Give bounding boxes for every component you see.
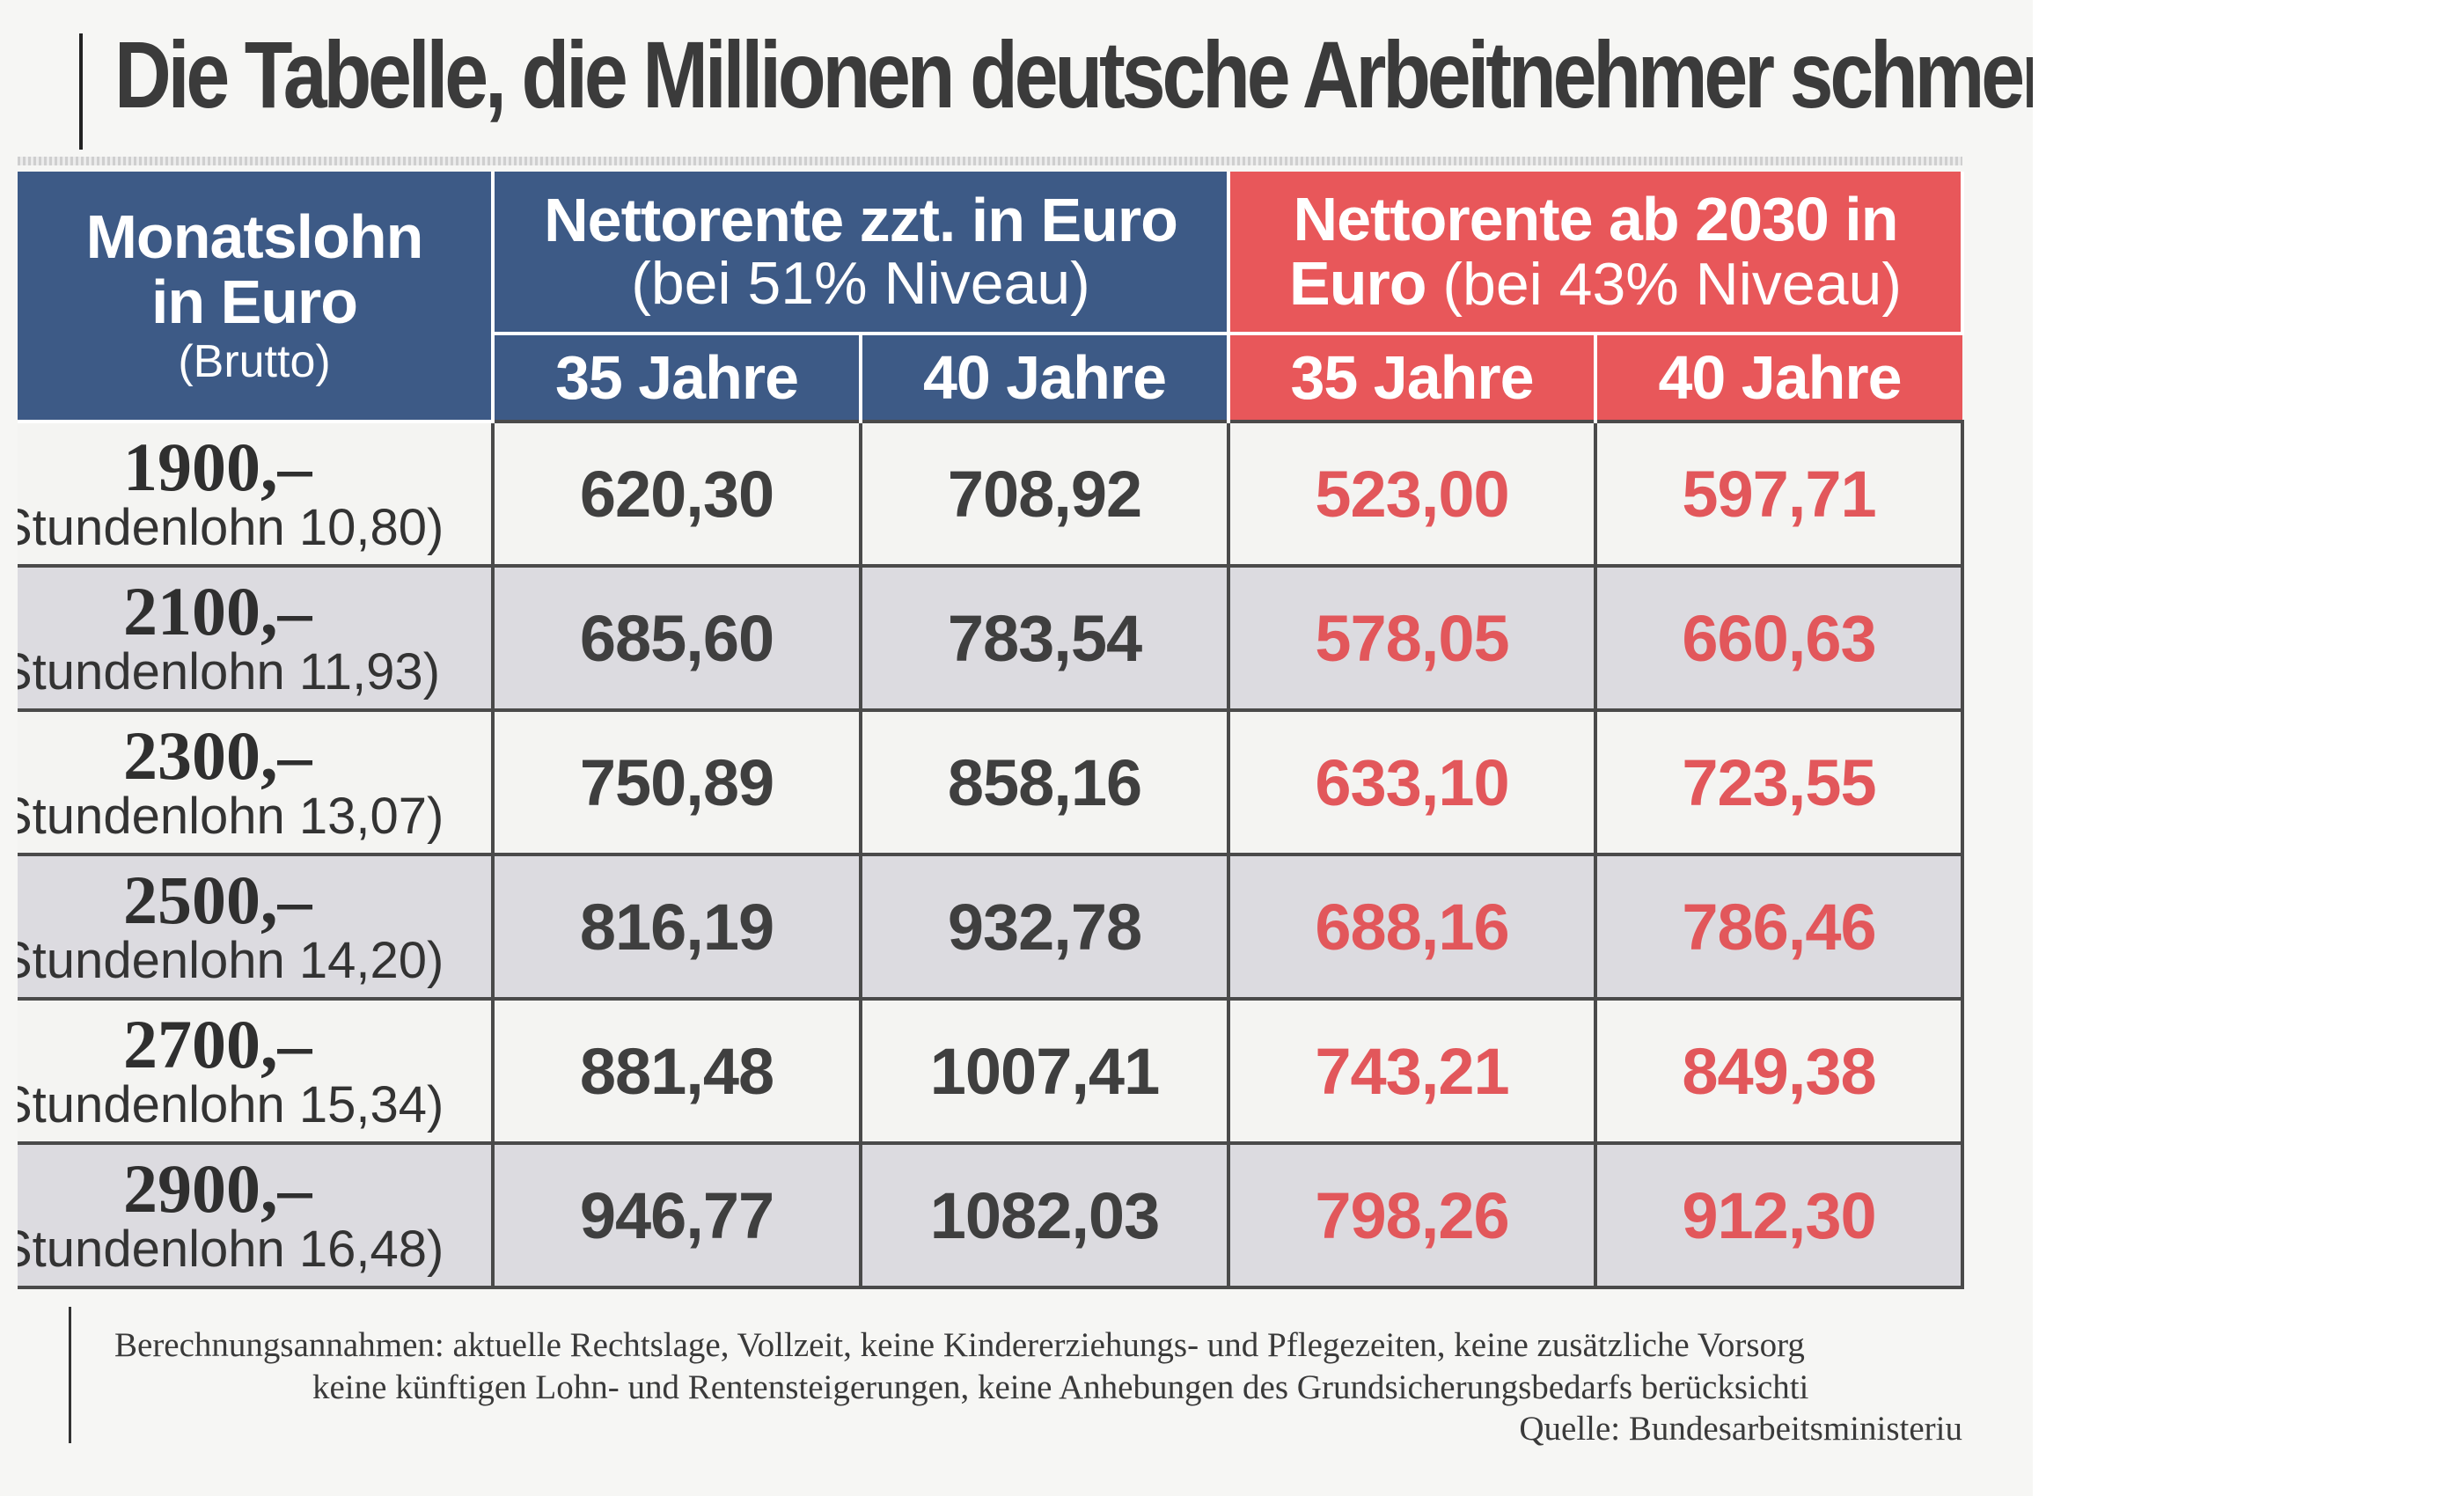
- subheader-future-40: 40 Jahre: [1595, 334, 1963, 422]
- stundenlohn-value: Stundenlohn 10,80): [18, 498, 444, 556]
- table-row: 2700,– Stundenlohn 15,34) 881,48 1007,41…: [18, 997, 1965, 1145]
- pension-table: Monatslohn in Euro (Brutto) Nettorente z…: [18, 172, 1965, 1289]
- current-40-value: 783,54: [858, 564, 1231, 712]
- future-40-value: 660,63: [1594, 564, 1965, 712]
- article-title: Die Tabelle, die Millionen deutsche Arbe…: [114, 21, 2033, 128]
- header-monatslohn-line2: in Euro: [150, 267, 358, 336]
- header-future-line2-bold: Euro: [1289, 249, 1426, 318]
- newspaper-clipping: Die Tabelle, die Millionen deutsche Arbe…: [0, 0, 2033, 1496]
- monatslohn-value: 2300,–: [123, 716, 312, 794]
- future-40-value: 912,30: [1594, 1141, 1965, 1289]
- header-current-line1: Nettorente zzt. in Euro: [544, 185, 1178, 254]
- future-35-value: 688,16: [1227, 853, 1598, 1001]
- subheader-current-35: 35 Jahre: [493, 334, 862, 422]
- table-row: 1900,– Stundenlohn 10,80) 620,30 708,92 …: [18, 420, 1965, 568]
- future-35-value: 743,21: [1227, 997, 1598, 1145]
- title-underline: [18, 157, 1962, 165]
- subheader-current-40: 40 Jahre: [861, 334, 1231, 422]
- lohn-cell: 2300,– Stundenlohn 13,07): [18, 708, 495, 856]
- title-rule: [79, 33, 83, 150]
- current-35-value: 685,60: [491, 564, 862, 712]
- current-35-value: 881,48: [491, 997, 862, 1145]
- future-35-value: 798,26: [1227, 1141, 1598, 1289]
- lohn-cell: 1900,– Stundenlohn 10,80): [18, 420, 495, 568]
- header-future-line2-rest: (bei 43% Niveau): [1426, 251, 1902, 318]
- header-monatslohn-line3: (Brutto): [178, 336, 331, 388]
- future-40-value: 723,55: [1594, 708, 1965, 856]
- footnote-line-2: keine künftigen Lohn- und Rentensteigeru…: [312, 1368, 1809, 1406]
- current-40-value: 708,92: [858, 420, 1231, 568]
- current-40-value: 1007,41: [858, 997, 1231, 1145]
- current-35-value: 946,77: [491, 1141, 862, 1289]
- stundenlohn-value: Stundenlohn 16,48): [18, 1220, 444, 1278]
- future-35-value: 523,00: [1227, 420, 1598, 568]
- table-row: 2100,– Stundenlohn 11,93) 685,60 783,54 …: [18, 564, 1965, 712]
- current-35-value: 620,30: [491, 420, 862, 568]
- current-40-value: 932,78: [858, 853, 1231, 1001]
- header-current-pension: Nettorente zzt. in Euro (bei 51% Niveau): [493, 172, 1231, 335]
- footnote-line-1: Berechnungsannahmen: aktuelle Rechtslage…: [114, 1326, 1805, 1364]
- header-monatslohn-line1: Monatslohn: [85, 202, 424, 272]
- table-row: 2900,– Stundenlohn 16,48) 946,77 1082,03…: [18, 1141, 1965, 1289]
- current-35-value: 750,89: [491, 708, 862, 856]
- monatslohn-value: 2700,–: [123, 1005, 312, 1082]
- future-35-value: 633,10: [1227, 708, 1598, 856]
- future-40-value: 786,46: [1594, 853, 1965, 1001]
- footnote-source: Quelle: Bundesarbeitsministeriu: [1519, 1410, 1962, 1448]
- header-future-line1: Nettorente ab 2030 in: [1293, 184, 1899, 253]
- current-35-value: 816,19: [491, 853, 862, 1001]
- current-40-value: 1082,03: [858, 1141, 1231, 1289]
- table-row: 2500,– Stundenlohn 14,20) 816,19 932,78 …: [18, 853, 1965, 1001]
- future-35-value: 578,05: [1227, 564, 1598, 712]
- table-row: 2300,– Stundenlohn 13,07) 750,89 858,16 …: [18, 708, 1965, 856]
- future-40-value: 597,71: [1594, 420, 1965, 568]
- footnote: Berechnungsannahmen: aktuelle Rechtslage…: [114, 1324, 1962, 1450]
- stundenlohn-value: Stundenlohn 11,93): [18, 642, 441, 700]
- footnote-rule: [69, 1307, 71, 1443]
- future-40-value: 849,38: [1594, 997, 1965, 1145]
- lohn-cell: 2500,– Stundenlohn 14,20): [18, 853, 495, 1001]
- subheader-future-35: 35 Jahre: [1228, 334, 1598, 422]
- stundenlohn-value: Stundenlohn 14,20): [18, 931, 444, 989]
- header-future-pension: Nettorente ab 2030 in Euro (bei 43% Nive…: [1228, 172, 1965, 335]
- monatslohn-value: 2900,–: [123, 1149, 312, 1227]
- header-monatslohn: Monatslohn in Euro (Brutto): [18, 172, 495, 423]
- header-current-line2: (bei 51% Niveau): [631, 250, 1090, 318]
- lohn-cell: 2100,– Stundenlohn 11,93): [18, 564, 495, 712]
- monatslohn-value: 2100,–: [123, 572, 312, 649]
- stundenlohn-value: Stundenlohn 13,07): [18, 787, 444, 845]
- monatslohn-value: 1900,–: [123, 428, 312, 505]
- stundenlohn-value: Stundenlohn 15,34): [18, 1075, 444, 1133]
- current-40-value: 858,16: [858, 708, 1231, 856]
- lohn-cell: 2900,– Stundenlohn 16,48): [18, 1141, 495, 1289]
- monatslohn-value: 2500,–: [123, 861, 312, 938]
- lohn-cell: 2700,– Stundenlohn 15,34): [18, 997, 495, 1145]
